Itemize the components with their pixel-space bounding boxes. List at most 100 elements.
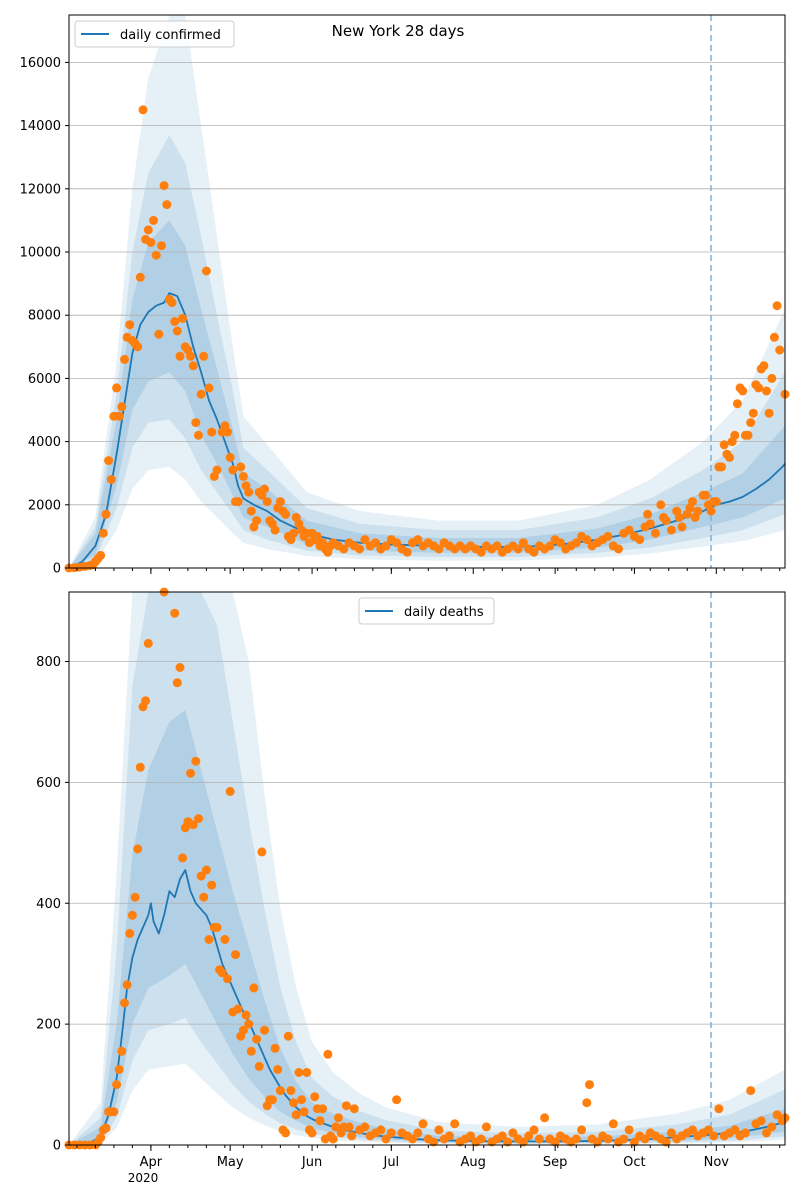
- deaths-observed-point: [688, 1125, 697, 1135]
- deaths-observed-point: [608, 1119, 618, 1129]
- deaths-observed-point: [762, 1128, 771, 1138]
- confirmed-y-tick-label: 8000: [28, 309, 61, 324]
- deaths-observed-point: [291, 1110, 301, 1120]
- confirmed-observed-point: [270, 525, 280, 535]
- deaths-observed-point: [730, 1125, 740, 1135]
- confirmed-observed-point: [701, 490, 711, 500]
- deaths-observed-point: [318, 1104, 328, 1114]
- deaths-observed-point: [141, 696, 151, 706]
- deaths-y-tick-label: 600: [36, 776, 61, 791]
- deaths-observed-point: [135, 762, 145, 772]
- deaths-observed-point: [450, 1119, 460, 1129]
- confirmed-observed-point: [518, 538, 528, 548]
- confirmed-observed-point: [223, 427, 232, 437]
- deaths-observed-point: [201, 865, 211, 875]
- deaths-observed-point: [323, 1049, 333, 1059]
- confirmed-observed-point: [661, 516, 671, 526]
- confirmed-observed-point: [402, 547, 412, 557]
- confirmed-observed-point: [201, 266, 211, 276]
- confirmed-observed-point: [746, 418, 756, 428]
- confirmed-median-series: [68, 292, 786, 569]
- confirmed-observed-point: [175, 351, 185, 361]
- confirmed-observed-point: [138, 105, 148, 115]
- deaths-observed-point: [347, 1131, 357, 1141]
- deaths-observed-point: [212, 922, 222, 932]
- confirmed-y-tick-label: 6000: [28, 372, 61, 387]
- confirmed-axes-frame: [68, 14, 786, 569]
- deaths-y-tick-label: 800: [36, 655, 61, 670]
- deaths-observed-point: [122, 980, 132, 990]
- deaths-observed-point: [481, 1122, 491, 1132]
- confirmed-observed-point: [157, 241, 166, 251]
- confirmed-observed-point: [711, 497, 721, 507]
- deaths-observed-point: [476, 1134, 486, 1144]
- confirmed-observed-point: [98, 528, 108, 538]
- confirmed-y-tick-label: 0: [53, 562, 61, 577]
- deaths-observed-point: [740, 1128, 750, 1138]
- deaths-observed-point: [112, 1080, 122, 1090]
- deaths-observed-point: [204, 935, 214, 944]
- deaths-observed-point: [101, 1123, 111, 1133]
- deaths-uncertainty-bands: [69, 592, 785, 1145]
- confirmed-band-outer: [69, 15, 785, 568]
- confirmed-observed-point: [529, 547, 539, 557]
- deaths-observed-point: [418, 1119, 428, 1129]
- deaths-observed-point: [629, 1137, 639, 1147]
- confirmed-observed-point: [355, 544, 365, 554]
- confirmed-observed-point: [204, 383, 214, 393]
- deaths-observed-point: [178, 853, 188, 863]
- deaths-observed-point: [252, 1034, 262, 1044]
- deaths-panel: 0 200 400 600 800 Apr May Jun Jul Aug Sep Oct Nov d…: [36, 587, 790, 1185]
- deaths-observed-point: [254, 1061, 264, 1071]
- deaths-observed-point: [194, 814, 203, 824]
- deaths-observed-point: [550, 1137, 560, 1147]
- confirmed-observed-point: [194, 430, 203, 440]
- deaths-observed-point: [529, 1125, 539, 1135]
- deaths-observed-point: [244, 1019, 254, 1029]
- deaths-observed-point: [223, 974, 232, 984]
- deaths-observed-point: [125, 929, 135, 938]
- deaths-observed-point: [508, 1128, 518, 1138]
- deaths-axes-border: [68, 591, 786, 1146]
- confirmed-observed-point: [732, 399, 742, 409]
- deaths-observed-point: [217, 968, 227, 978]
- confirmed-observed-point: [312, 531, 322, 541]
- deaths-observed-point: [497, 1131, 507, 1141]
- confirmed-observed-point: [371, 538, 380, 548]
- confirmed-observed-point: [651, 528, 660, 538]
- confirmed-observed-point: [104, 456, 114, 466]
- confirmed-y-tick-label: 12000: [20, 182, 61, 197]
- deaths-band-outer: [69, 592, 785, 1145]
- deaths-observed-point: [143, 638, 153, 648]
- deaths-observed-point: [172, 678, 182, 688]
- confirmed-legend: daily confirmed: [74, 20, 235, 48]
- deaths-observed-point: [241, 1010, 251, 1020]
- legend-box: [358, 597, 495, 625]
- confirmed-observed-point: [289, 528, 299, 538]
- deaths-observed-point: [408, 1134, 417, 1144]
- deaths-observed-point: [96, 1133, 106, 1143]
- confirmed-observed-point: [603, 531, 613, 541]
- deaths-observed-point: [619, 1134, 629, 1144]
- deaths-observed-point: [130, 892, 140, 902]
- deaths-y-tick-label: 0: [53, 1139, 61, 1154]
- deaths-observed-point: [434, 1125, 444, 1135]
- confirmed-observed-point: [133, 342, 143, 352]
- deaths-observed-point: [534, 1134, 544, 1144]
- deaths-observed-point: [191, 756, 201, 766]
- confirmed-observed-point: [252, 516, 262, 526]
- deaths-observed-point: [238, 1025, 248, 1035]
- confirmed-observed-point: [246, 506, 256, 516]
- confirmed-observed-point: [275, 497, 285, 507]
- deaths-y-tick-label: 400: [36, 897, 61, 912]
- chart-title: New York 28 days: [332, 22, 465, 40]
- deaths-observed-point: [445, 1131, 454, 1141]
- deaths-observed-point: [286, 1086, 296, 1096]
- confirmed-observed-point: [635, 535, 645, 545]
- deaths-band-inner: [69, 709, 785, 1145]
- confirmed-observed-point: [730, 430, 740, 440]
- deaths-observed-point: [331, 1122, 341, 1132]
- deaths-legend: daily deaths: [358, 597, 495, 625]
- confirmed-y-tick-label: 10000: [20, 246, 61, 261]
